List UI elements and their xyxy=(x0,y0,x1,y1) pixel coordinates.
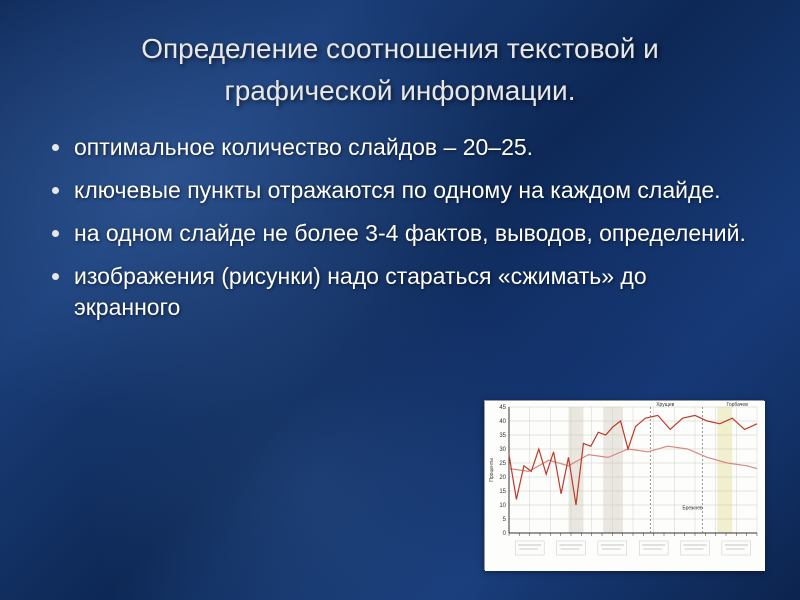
list-item: изображения (рисунки) надо стараться «сж… xyxy=(48,255,752,329)
list-item: на одном слайде не более 3-4 фактов, выв… xyxy=(48,212,752,255)
svg-text:Проценты: Проценты xyxy=(489,458,495,482)
svg-text:15: 15 xyxy=(499,489,506,495)
chart-svg: 051015202530354045ХрущевГорбачевБрежневП… xyxy=(485,401,765,571)
svg-text:Брежнев: Брежнев xyxy=(682,506,703,512)
svg-text:Хрущев: Хрущев xyxy=(656,402,674,408)
list-item: ключевые пункты отражаются по одному на … xyxy=(48,169,752,212)
bullet-list: оптимальное количество слайдов – 20–25. … xyxy=(48,126,752,329)
bullet-text: оптимальное количество слайдов – 20–25. xyxy=(74,134,533,160)
svg-text:20: 20 xyxy=(499,475,506,481)
svg-text:45: 45 xyxy=(499,405,506,411)
bullet-text: на одном слайде не более 3-4 фактов, выв… xyxy=(74,220,746,246)
list-item: оптимальное количество слайдов – 20–25. xyxy=(48,126,752,169)
svg-text:30: 30 xyxy=(499,447,506,453)
svg-text:35: 35 xyxy=(499,433,506,439)
slide-title: Определение соотношения текстовой и граф… xyxy=(48,28,752,112)
svg-text:40: 40 xyxy=(499,419,506,425)
svg-text:Горбачев: Горбачев xyxy=(726,402,748,408)
bullet-text: ключевые пункты отражаются по одному на … xyxy=(74,177,721,203)
title-line-1: Определение соотношения текстовой и xyxy=(141,33,659,64)
embedded-chart: 051015202530354045ХрущевГорбачевБрежневП… xyxy=(484,400,764,570)
svg-text:10: 10 xyxy=(499,503,506,509)
bullet-text: изображения (рисунки) надо стараться «сж… xyxy=(74,263,647,320)
title-line-2: графической информации. xyxy=(225,75,576,106)
svg-text:25: 25 xyxy=(499,461,506,467)
slide-container: Определение соотношения текстовой и граф… xyxy=(0,0,800,600)
